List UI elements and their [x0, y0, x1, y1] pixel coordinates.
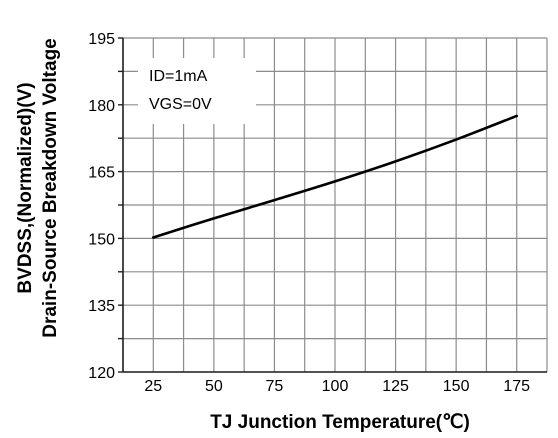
annotation-vgs: VGS=0V	[149, 96, 212, 113]
y-axis-title-line2: Drain-Source Breakdown Voltage	[40, 38, 61, 338]
y-tick-label: 150	[88, 231, 115, 248]
x-tick-label: 25	[144, 378, 162, 395]
plot-frame	[118, 37, 547, 373]
x-tick-label: 75	[266, 378, 284, 395]
series-line	[151, 114, 519, 239]
y-tick-labels: 195 180 165 150 135 120	[88, 31, 115, 382]
y-axis-title-line1: BVDSS,(Normalized)(V)	[15, 82, 36, 293]
x-axis-title: TJ Junction Temperature(℃)	[210, 412, 470, 433]
x-tick-label: 175	[503, 378, 530, 395]
x-tick-label: 150	[443, 378, 470, 395]
y-tick-label: 165	[88, 165, 115, 182]
x-tick-label: 100	[322, 378, 349, 395]
grid	[122, 37, 548, 373]
annotation-id: ID=1mA	[149, 68, 208, 85]
y-tick-label: 195	[88, 31, 115, 48]
annotation-box	[138, 58, 256, 124]
series-layer	[151, 114, 519, 239]
x-tick-labels: 25 50 75 100 125 150 175	[144, 378, 530, 395]
x-tick-label: 125	[382, 378, 409, 395]
y-tick-label: 120	[88, 365, 115, 382]
y-tick-label: 135	[88, 298, 115, 315]
y-tick-label: 180	[88, 98, 115, 115]
x-tick-label: 50	[205, 378, 223, 395]
